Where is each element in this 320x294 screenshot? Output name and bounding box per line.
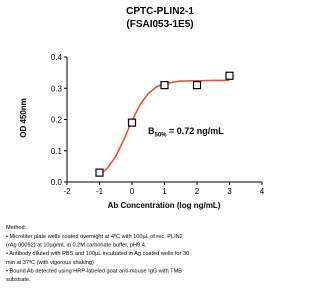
annotation-sub: 50% (155, 133, 168, 139)
x-tick-label: 2 (195, 187, 200, 196)
method-line: substrate. (6, 277, 31, 283)
y-tick-label: 0.3 (51, 84, 63, 93)
data-point (95, 168, 104, 177)
data-point (127, 118, 137, 127)
method-line: • Antibody diluted with PBS and 100µL in… (6, 251, 189, 257)
y-axis-title: OD 450nm (19, 98, 28, 138)
method-heading: Method: (6, 225, 27, 231)
method-line: (rAg 00092) at 10µg/mL in 0.2M carbonate… (6, 243, 147, 249)
x-tick-label: -2 (63, 187, 71, 196)
x-tick-label: 0 (130, 187, 135, 196)
x-tick-label: 4 (260, 187, 265, 196)
y-tick-label: 0.1 (51, 147, 63, 156)
annotation: B50% = 0.72 ng/mL (148, 126, 224, 139)
x-axis-title: Ab Concentration (log ng/mL) (108, 201, 221, 210)
y-tick-label: 0.2 (51, 116, 63, 125)
fit-curve (98, 79, 230, 176)
method-line: min at 37ºC (with vigorous shaking) (6, 259, 94, 266)
annotation-rest: = 0.72 ng/mL (167, 126, 225, 136)
x-tick-label: 3 (227, 187, 232, 196)
chart: CPTC-PLIN2-1 (FSAI053-1E5) OD 450nm Ab C… (6, 6, 265, 283)
y-tick-label: 0.0 (51, 178, 63, 187)
chart-subtitle: (FSAI053-1E5) (126, 19, 193, 30)
data-point (192, 81, 202, 90)
x-tick-label: -1 (96, 187, 104, 196)
annotation-main: B (148, 126, 155, 136)
method-line: • Bound Ab detected using HRP-labeled go… (6, 268, 182, 274)
y-tick-label: 0.4 (51, 53, 63, 62)
x-tick-label: 1 (162, 187, 167, 196)
data-point (160, 81, 169, 90)
method-line: • Microtiter plate wells coated overnigh… (6, 233, 183, 240)
chart-title: CPTC-PLIN2-1 (126, 6, 194, 17)
data-point (225, 71, 234, 80)
